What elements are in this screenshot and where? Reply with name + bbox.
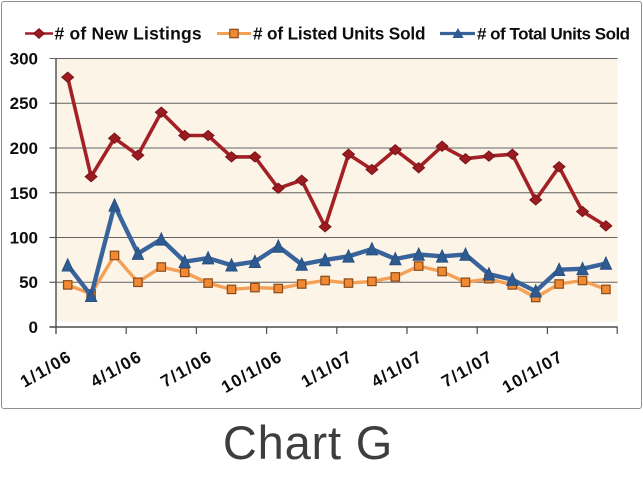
svg-text:# of New Listings: # of New Listings (55, 24, 202, 44)
svg-text:# of Total Units Sold: # of Total Units Sold (477, 25, 630, 44)
svg-text:7/1/07: 7/1/07 (438, 347, 496, 392)
svg-text:50: 50 (19, 273, 38, 292)
svg-text:7/1/06: 7/1/06 (157, 347, 215, 392)
svg-text:4/1/07: 4/1/07 (368, 347, 426, 392)
svg-text:150: 150 (10, 184, 38, 203)
svg-text:300: 300 (10, 50, 38, 69)
svg-text:1/1/07: 1/1/07 (298, 347, 356, 392)
svg-text:200: 200 (10, 139, 38, 158)
svg-text:1/1/06: 1/1/06 (17, 347, 75, 392)
svg-text:0: 0 (29, 318, 38, 337)
svg-text:250: 250 (10, 94, 38, 113)
svg-text:# of Listed Units Sold: # of Listed Units Sold (253, 24, 425, 44)
svg-text:4/1/06: 4/1/06 (87, 347, 145, 392)
svg-text:10/1/06: 10/1/06 (218, 347, 286, 397)
svg-text:100: 100 (10, 229, 38, 248)
svg-text:10/1/07: 10/1/07 (499, 347, 567, 397)
